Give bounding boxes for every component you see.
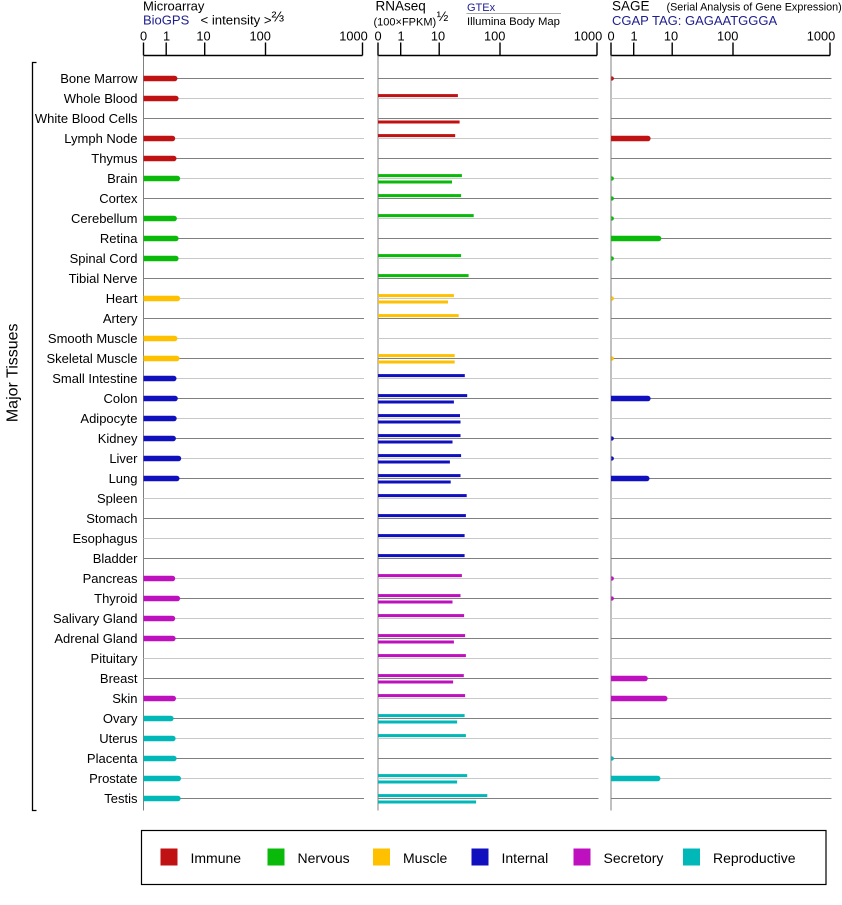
svg-text:Salivary Gland: Salivary Gland bbox=[53, 611, 138, 626]
svg-text:Whole Blood: Whole Blood bbox=[64, 91, 138, 106]
svg-text:10: 10 bbox=[664, 29, 678, 44]
svg-text:Retina: Retina bbox=[100, 231, 138, 246]
svg-text:Small Intestine: Small Intestine bbox=[52, 371, 137, 386]
svg-text:Stomach: Stomach bbox=[86, 511, 137, 526]
svg-text:Nervous: Nervous bbox=[298, 850, 350, 866]
svg-text:Esophagus: Esophagus bbox=[72, 531, 138, 546]
svg-text:10: 10 bbox=[431, 29, 445, 44]
svg-text:CGAP TAG: GAGAATGGGA: CGAP TAG: GAGAATGGGA bbox=[612, 13, 778, 28]
svg-text:100: 100 bbox=[484, 29, 505, 44]
svg-text:Breast: Breast bbox=[100, 671, 138, 686]
svg-text:Artery: Artery bbox=[103, 311, 138, 326]
svg-text:Adipocyte: Adipocyte bbox=[80, 411, 137, 426]
svg-text:1000: 1000 bbox=[339, 29, 367, 44]
svg-text:Bone Marrow: Bone Marrow bbox=[60, 71, 138, 86]
svg-text:White Blood Cells: White Blood Cells bbox=[35, 111, 138, 126]
svg-text:100: 100 bbox=[717, 29, 738, 44]
svg-text:Muscle: Muscle bbox=[403, 850, 448, 866]
svg-text:Immune: Immune bbox=[191, 850, 242, 866]
svg-text:Liver: Liver bbox=[109, 451, 138, 466]
svg-text:Bladder: Bladder bbox=[93, 551, 138, 566]
svg-text:Lung: Lung bbox=[109, 471, 138, 486]
svg-text:Kidney: Kidney bbox=[98, 431, 138, 446]
svg-text:(100×FPKM): (100×FPKM) bbox=[374, 17, 437, 29]
svg-text:Prostate: Prostate bbox=[89, 771, 137, 786]
svg-text:⅔: ⅔ bbox=[272, 9, 285, 26]
svg-text:BioGPS: BioGPS bbox=[143, 13, 190, 28]
svg-text:Major Tissues: Major Tissues bbox=[5, 323, 22, 422]
svg-text:1000: 1000 bbox=[574, 29, 602, 44]
svg-text:Pituitary: Pituitary bbox=[91, 651, 138, 666]
svg-text:RNAseq: RNAseq bbox=[376, 0, 426, 13]
svg-text:Reproductive: Reproductive bbox=[713, 850, 796, 866]
svg-text:0: 0 bbox=[607, 29, 614, 44]
svg-text:SAGE: SAGE bbox=[612, 0, 650, 14]
svg-text:Internal: Internal bbox=[502, 850, 549, 866]
svg-text:Illumina Body Map: Illumina Body Map bbox=[467, 16, 560, 28]
svg-text:Pancreas: Pancreas bbox=[83, 571, 138, 586]
svg-text:Heart: Heart bbox=[106, 291, 138, 306]
svg-text:Uterus: Uterus bbox=[99, 731, 138, 746]
svg-text:½: ½ bbox=[437, 8, 449, 24]
svg-text:Skeletal Muscle: Skeletal Muscle bbox=[46, 351, 137, 366]
svg-text:10: 10 bbox=[196, 29, 210, 44]
svg-text:< intensity >: < intensity > bbox=[201, 13, 272, 28]
svg-text:1: 1 bbox=[397, 29, 404, 44]
svg-text:(Serial Analysis of Gene Expre: (Serial Analysis of Gene Expression) bbox=[667, 2, 842, 14]
svg-text:Brain: Brain bbox=[107, 171, 137, 186]
svg-text:0: 0 bbox=[140, 29, 147, 44]
svg-text:Adrenal Gland: Adrenal Gland bbox=[54, 631, 137, 646]
svg-text:Ovary: Ovary bbox=[103, 711, 138, 726]
svg-text:Skin: Skin bbox=[112, 691, 137, 706]
svg-text:Lymph Node: Lymph Node bbox=[64, 131, 137, 146]
svg-text:1: 1 bbox=[163, 29, 170, 44]
svg-text:Tibial Nerve: Tibial Nerve bbox=[69, 271, 138, 286]
svg-text:100: 100 bbox=[250, 29, 271, 44]
svg-text:GTEx: GTEx bbox=[467, 2, 496, 14]
svg-text:1000: 1000 bbox=[807, 29, 835, 44]
svg-text:0: 0 bbox=[374, 29, 381, 44]
svg-text:Thymus: Thymus bbox=[91, 151, 138, 166]
svg-text:1: 1 bbox=[630, 29, 637, 44]
svg-text:Colon: Colon bbox=[104, 391, 138, 406]
svg-text:Microarray: Microarray bbox=[143, 0, 205, 13]
svg-text:Spinal Cord: Spinal Cord bbox=[70, 251, 138, 266]
svg-text:Spleen: Spleen bbox=[97, 491, 137, 506]
svg-text:Thyroid: Thyroid bbox=[94, 591, 137, 606]
svg-text:Cerebellum: Cerebellum bbox=[71, 211, 137, 226]
svg-text:Secretory: Secretory bbox=[604, 850, 664, 866]
svg-text:Testis: Testis bbox=[104, 791, 138, 806]
svg-text:Placenta: Placenta bbox=[87, 751, 138, 766]
svg-text:Cortex: Cortex bbox=[99, 191, 138, 206]
svg-text:Smooth Muscle: Smooth Muscle bbox=[48, 331, 138, 346]
